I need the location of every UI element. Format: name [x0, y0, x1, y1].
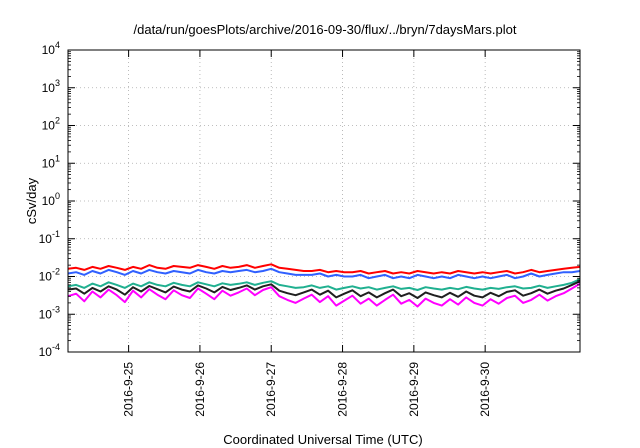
y-tick-label: 10-2	[39, 267, 60, 284]
series-line-2	[67, 278, 581, 291]
y-tick-label: 10-4	[39, 342, 60, 359]
ticks: 10-4 10-3 10-2 10-1 100 101 102 103 104 2016-9-25…	[39, 40, 580, 417]
series-group	[67, 263, 581, 308]
x-axis-label: Coordinated Universal Time (UTC)	[223, 432, 422, 447]
series-line-4	[67, 282, 581, 308]
series-line-1	[67, 267, 581, 280]
y-tick-label: 10-3	[39, 304, 60, 321]
x-tick-label: 2016-9-28	[336, 362, 350, 417]
y-axis-label: cSv/day	[24, 177, 39, 224]
chart-title: /data/run/goesPlots/archive/2016-09-30/f…	[134, 22, 517, 37]
series-line-3	[67, 280, 581, 299]
x-tick-label: 2016-9-26	[193, 362, 207, 417]
x-tick-label: 2016-9-27	[264, 362, 278, 417]
y-tick-label: 104	[42, 40, 60, 57]
series-line-0	[67, 263, 581, 275]
y-tick-label: 10-1	[39, 229, 60, 246]
y-tick-label: 100	[42, 191, 60, 208]
x-tick-label: 2016-9-29	[407, 362, 421, 417]
y-tick-label: 101	[42, 153, 60, 170]
x-tick-label: 2016-9-25	[122, 362, 136, 417]
grid	[68, 50, 580, 352]
y-tick-label: 102	[42, 116, 60, 133]
x-tick-label: 2016-9-30	[478, 362, 492, 417]
y-tick-label: 103	[42, 78, 60, 95]
